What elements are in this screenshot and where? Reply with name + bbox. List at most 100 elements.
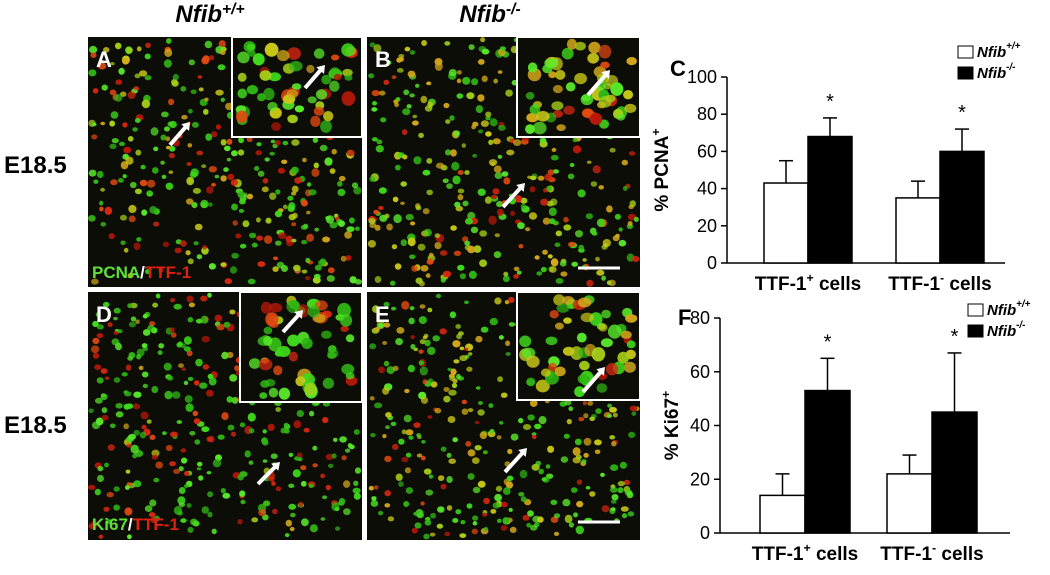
cell — [392, 443, 399, 450]
cell — [185, 403, 194, 412]
cell — [181, 457, 188, 464]
cell — [398, 481, 404, 487]
cell — [298, 501, 304, 508]
legend-swatch — [967, 303, 984, 317]
cell — [90, 52, 97, 58]
cell — [477, 480, 486, 488]
legend-label: Nfib-/- — [987, 320, 1025, 340]
cell — [628, 431, 636, 438]
cell — [128, 204, 137, 214]
cell — [310, 115, 321, 127]
cell — [346, 149, 355, 157]
bar — [759, 494, 806, 534]
cell — [147, 190, 152, 195]
row-label: E18.5 — [4, 412, 67, 439]
cell — [454, 130, 461, 137]
inset-border — [516, 291, 641, 401]
cell — [580, 312, 594, 323]
cell — [457, 194, 464, 201]
cell — [278, 167, 285, 174]
cell — [536, 271, 543, 276]
cell — [267, 423, 275, 431]
cell — [401, 456, 409, 463]
cell — [193, 380, 200, 386]
cell — [409, 93, 415, 98]
cell — [508, 296, 515, 304]
cell — [331, 54, 340, 61]
arrow — [503, 450, 526, 474]
cell — [555, 278, 564, 284]
cell — [136, 354, 142, 360]
cell — [305, 276, 311, 281]
cell — [472, 515, 479, 521]
cell — [529, 186, 536, 193]
cell — [237, 474, 244, 481]
cell — [88, 484, 96, 490]
cell — [104, 462, 109, 468]
cell — [531, 434, 537, 440]
cell — [91, 278, 99, 285]
cell — [263, 326, 273, 335]
cell — [595, 408, 602, 414]
cell — [319, 258, 327, 265]
cell — [202, 364, 210, 370]
cell — [583, 437, 592, 446]
cell — [498, 124, 506, 131]
cell — [434, 242, 442, 250]
cell — [546, 185, 552, 192]
cell — [405, 452, 412, 458]
cell — [470, 226, 479, 234]
cell — [406, 104, 412, 109]
cell — [114, 94, 123, 102]
cell — [165, 136, 171, 142]
cell — [554, 242, 561, 248]
cell — [183, 336, 192, 345]
cell — [161, 174, 167, 179]
cell — [353, 492, 361, 500]
cell — [371, 107, 378, 112]
cell — [152, 302, 159, 308]
cell — [380, 117, 387, 123]
arrow-head — [181, 122, 190, 131]
cell — [93, 179, 99, 184]
cell — [418, 132, 424, 138]
cell — [168, 153, 175, 159]
cell — [466, 92, 475, 100]
cell — [274, 210, 283, 218]
arrow — [281, 312, 302, 334]
cell — [128, 433, 136, 440]
cell — [200, 295, 208, 302]
cell — [300, 224, 308, 230]
cell — [576, 332, 587, 343]
cell — [451, 161, 460, 171]
cell — [404, 46, 411, 52]
cell — [210, 131, 218, 138]
cell — [251, 242, 258, 248]
cell — [340, 255, 347, 262]
cell — [153, 477, 160, 483]
cell — [442, 178, 449, 184]
cell — [418, 316, 427, 325]
cell — [423, 533, 430, 540]
cell — [320, 517, 326, 521]
cell — [575, 230, 583, 238]
cell — [100, 187, 105, 192]
cell — [113, 330, 119, 335]
cell — [230, 266, 237, 274]
cell — [525, 124, 535, 134]
cell — [572, 138, 578, 143]
cell — [395, 338, 403, 346]
cell — [127, 136, 134, 142]
cell — [231, 203, 238, 211]
cell — [172, 391, 181, 399]
cell — [180, 240, 187, 247]
cell — [196, 461, 203, 467]
bar — [886, 473, 933, 534]
cell — [535, 460, 542, 466]
cell — [535, 379, 550, 393]
cell — [176, 342, 183, 348]
cell — [309, 410, 315, 417]
cell — [561, 47, 574, 60]
cell — [464, 240, 471, 246]
y-tick-label: 40 — [690, 416, 710, 436]
